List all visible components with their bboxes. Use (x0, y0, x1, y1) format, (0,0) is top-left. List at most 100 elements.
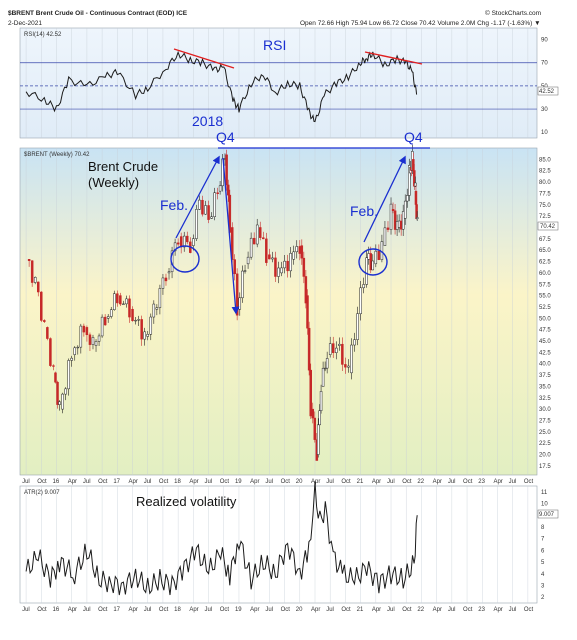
candle-body (52, 365, 55, 367)
candle-body (307, 327, 311, 371)
candle-body (233, 259, 236, 275)
candle-body (383, 227, 387, 246)
atr-tick-label: 10 (541, 502, 548, 508)
candle-body (347, 365, 350, 368)
price-tick-label: 57.5 (539, 282, 551, 288)
x-tick-label: 18 (174, 607, 181, 613)
x-tick-label: Jul (205, 479, 213, 485)
rsi-series-line (25, 50, 418, 123)
candle-body (210, 216, 213, 219)
price-tick-label: 77.5 (539, 191, 551, 197)
candle-body (386, 227, 390, 230)
atr-tick-label: 8 (541, 525, 545, 531)
candle-body (182, 235, 186, 248)
rally-arrow-2018 (175, 155, 220, 239)
candle-body (246, 256, 250, 265)
price-tick-label: 67.5 (539, 237, 551, 243)
x-tick-label: 22 (417, 479, 424, 485)
x-tick-label: Apr (311, 607, 320, 613)
candle-body (344, 364, 347, 368)
x-tick-label: Apr (493, 479, 502, 485)
candle-body (313, 417, 317, 440)
x-tick-label: 16 (52, 607, 59, 613)
rally-arrow-2021 (363, 155, 406, 243)
x-tick-label: Jul (509, 607, 517, 613)
x-tick-label: Apr (189, 479, 198, 485)
rsi-annotation: RSI (263, 37, 286, 53)
candle-body (391, 209, 395, 211)
price-tick-label: 80.0 (539, 180, 551, 186)
stockcharts-brand: © StockCharts.com (485, 9, 541, 17)
candle-body (149, 316, 153, 335)
x-tick-label: Apr (433, 479, 442, 485)
candle-body (362, 284, 365, 289)
atr-last-badge (537, 509, 559, 519)
chart-stats: Open 72.66 High 75.94 Low 66.72 Close 70… (300, 20, 541, 27)
x-tick-label: 22 (417, 607, 424, 613)
candle-body (335, 347, 338, 353)
candle-body (374, 250, 378, 265)
candle-body (67, 360, 70, 390)
candle-body (277, 267, 280, 277)
candle-body (158, 288, 162, 308)
candle-body (94, 341, 98, 346)
x-tick-label: Jul (509, 479, 517, 485)
candle-body (414, 182, 417, 187)
price-tick-label: 20.0 (539, 453, 551, 459)
price-panel: 17.5 20.0 22.5 25.0 27.5 30.0 32.5 35.0 37.5 40.0… (19, 129, 559, 476)
candle-body (195, 209, 198, 239)
candle-body (252, 237, 256, 245)
x-tick-label: Oct (281, 479, 291, 485)
candle-body (331, 343, 335, 353)
candle-body (207, 205, 210, 220)
atr-tick-label: 6 (541, 548, 545, 554)
x-tick-label: Apr (68, 479, 77, 485)
candle-body (49, 338, 52, 366)
price-legend: $BRENT (Weekly) 70.42 (24, 152, 90, 158)
candle-body (401, 211, 405, 230)
rsi-tick-label: 90 (541, 38, 548, 44)
atr-tick-label: 3 (541, 583, 545, 589)
price-tick-label: 52.5 (539, 305, 551, 311)
x-tick-label: Jul (83, 607, 91, 613)
x-tick-label: 23 (478, 479, 485, 485)
candle-body (88, 334, 92, 345)
candle-body (61, 393, 64, 410)
candle-body (262, 237, 265, 240)
candle-body (204, 205, 207, 215)
feb-2018-circle (170, 245, 200, 273)
candle-body (134, 319, 137, 322)
candle-body (73, 347, 76, 355)
candle-body (225, 154, 228, 186)
candle-body (54, 372, 57, 383)
feb-2021-circle (358, 248, 388, 276)
candle-body (393, 210, 397, 230)
price-tick-label: 25.0 (539, 430, 551, 436)
candle-body (292, 251, 295, 260)
candle-body (70, 357, 73, 361)
x-tick-label: Jul (448, 479, 456, 485)
drop-arrow-2018 (222, 157, 240, 315)
x-tick-label: Jul (265, 479, 273, 485)
atr-tick-label: 4 (541, 572, 545, 578)
candle-body (176, 242, 180, 245)
candle-body (316, 424, 320, 455)
rsi-tick-label: 70 (541, 61, 548, 67)
price-tick-label: 30.0 (539, 407, 551, 413)
price-tick-label: 17.5 (539, 464, 551, 470)
candle-body (164, 277, 168, 282)
atr-panel: 234567891011 ATR(2) 9.007 9.007 Realized… (19, 481, 559, 604)
candle-body (231, 227, 234, 260)
candle-body (43, 320, 46, 322)
candle-body (119, 295, 122, 305)
candle-body (238, 297, 242, 310)
candle-body (27, 259, 31, 261)
candle-body (213, 192, 216, 217)
candle-body (79, 325, 83, 348)
x-tick-label: Apr (372, 607, 381, 613)
chart-title: $BRENT Brent Crude Oil - Continuous Cont… (8, 10, 188, 17)
candle-body (152, 303, 156, 318)
x-tick-label: Apr (372, 479, 381, 485)
feb-right-annotation: Feb. (350, 203, 378, 219)
candle-body (309, 369, 312, 417)
